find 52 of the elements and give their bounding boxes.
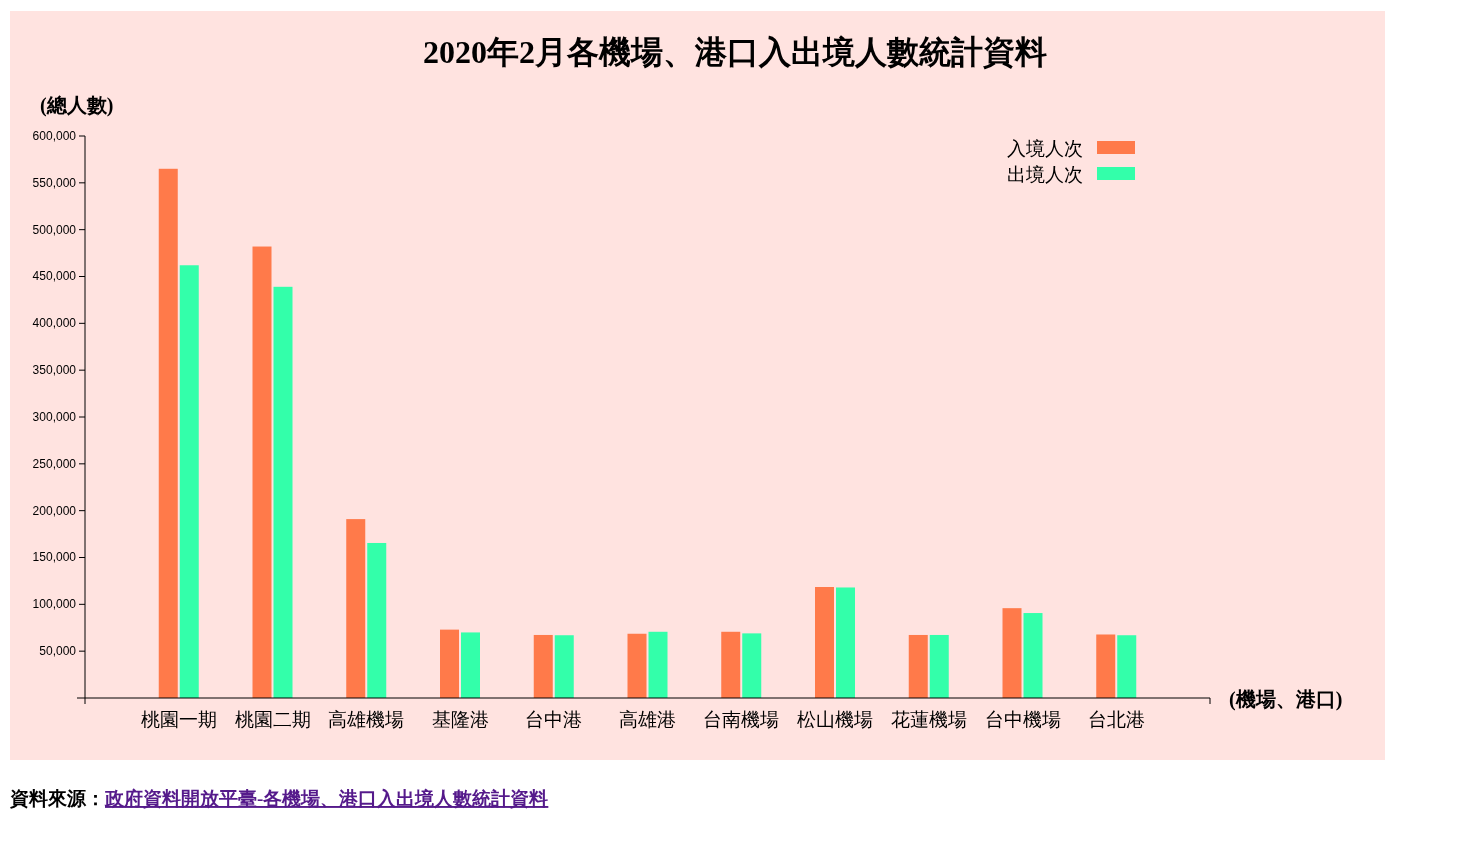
- bar: [627, 633, 647, 698]
- bar: [836, 587, 855, 698]
- y-tick-label: 50,000: [39, 644, 77, 659]
- bar: [273, 286, 293, 698]
- bar: [533, 634, 553, 698]
- x-tick-label: 桃園二期: [234, 709, 311, 730]
- chart-title: 2020年2月各機場、港口入出境人數統計資料: [423, 34, 1047, 70]
- bar: [252, 246, 272, 698]
- y-tick-label: 550,000: [32, 175, 77, 190]
- x-tick-label: 台北港: [1087, 709, 1145, 730]
- bar: [908, 634, 928, 698]
- x-tick-label: 台南機場: [703, 709, 780, 730]
- text: 政府資料開放平臺-各機場、港口入出境人數統計資料: [104, 788, 549, 809]
- y-axis-title: (總人數): [40, 94, 114, 117]
- source-note: 資料來源：: [9, 788, 105, 809]
- bar: [440, 629, 459, 698]
- x-tick-label: 台中港: [525, 709, 583, 730]
- y-tick-label: 500,000: [32, 222, 77, 237]
- bar: [1096, 634, 1116, 698]
- legend-label: 入境人次: [1007, 137, 1083, 159]
- y-tick-label: 300,000: [32, 409, 77, 424]
- bar: [815, 587, 834, 698]
- x-tick-label: 桃園一期: [140, 709, 217, 730]
- x-tick-label: 基隆港: [431, 709, 489, 730]
- legend-label: 出境人次: [1007, 163, 1083, 185]
- bar: [1117, 635, 1137, 698]
- bar: [721, 631, 741, 698]
- y-tick-label: 600,000: [32, 128, 77, 143]
- bar: [1002, 608, 1022, 698]
- x-tick-label: 松山機場: [797, 709, 873, 730]
- y-tick-label: 350,000: [32, 363, 77, 378]
- bar: [367, 542, 387, 698]
- bar: [158, 168, 178, 698]
- y-tick-label: 150,000: [32, 550, 77, 565]
- x-tick-label: 高雄機場: [328, 709, 405, 730]
- bar: [929, 634, 949, 698]
- x-tick-label: 花蓮機場: [890, 709, 967, 730]
- bar: [179, 265, 199, 698]
- bar: [461, 632, 480, 698]
- bar: [554, 635, 574, 698]
- y-tick-label: 200,000: [32, 503, 77, 518]
- x-tick-label: 高雄港: [619, 709, 676, 730]
- bar: [346, 519, 366, 698]
- x-axis-title: (機場、港口): [1229, 688, 1343, 711]
- y-tick-label: 250,000: [32, 456, 77, 471]
- y-tick-label: 450,000: [32, 269, 77, 284]
- bar: [742, 633, 762, 698]
- bar: [648, 631, 668, 698]
- x-tick-label: 台中機場: [984, 709, 1061, 730]
- y-tick-label: 100,000: [32, 597, 77, 612]
- bar: [1023, 613, 1043, 698]
- y-tick-label: 400,000: [32, 316, 77, 331]
